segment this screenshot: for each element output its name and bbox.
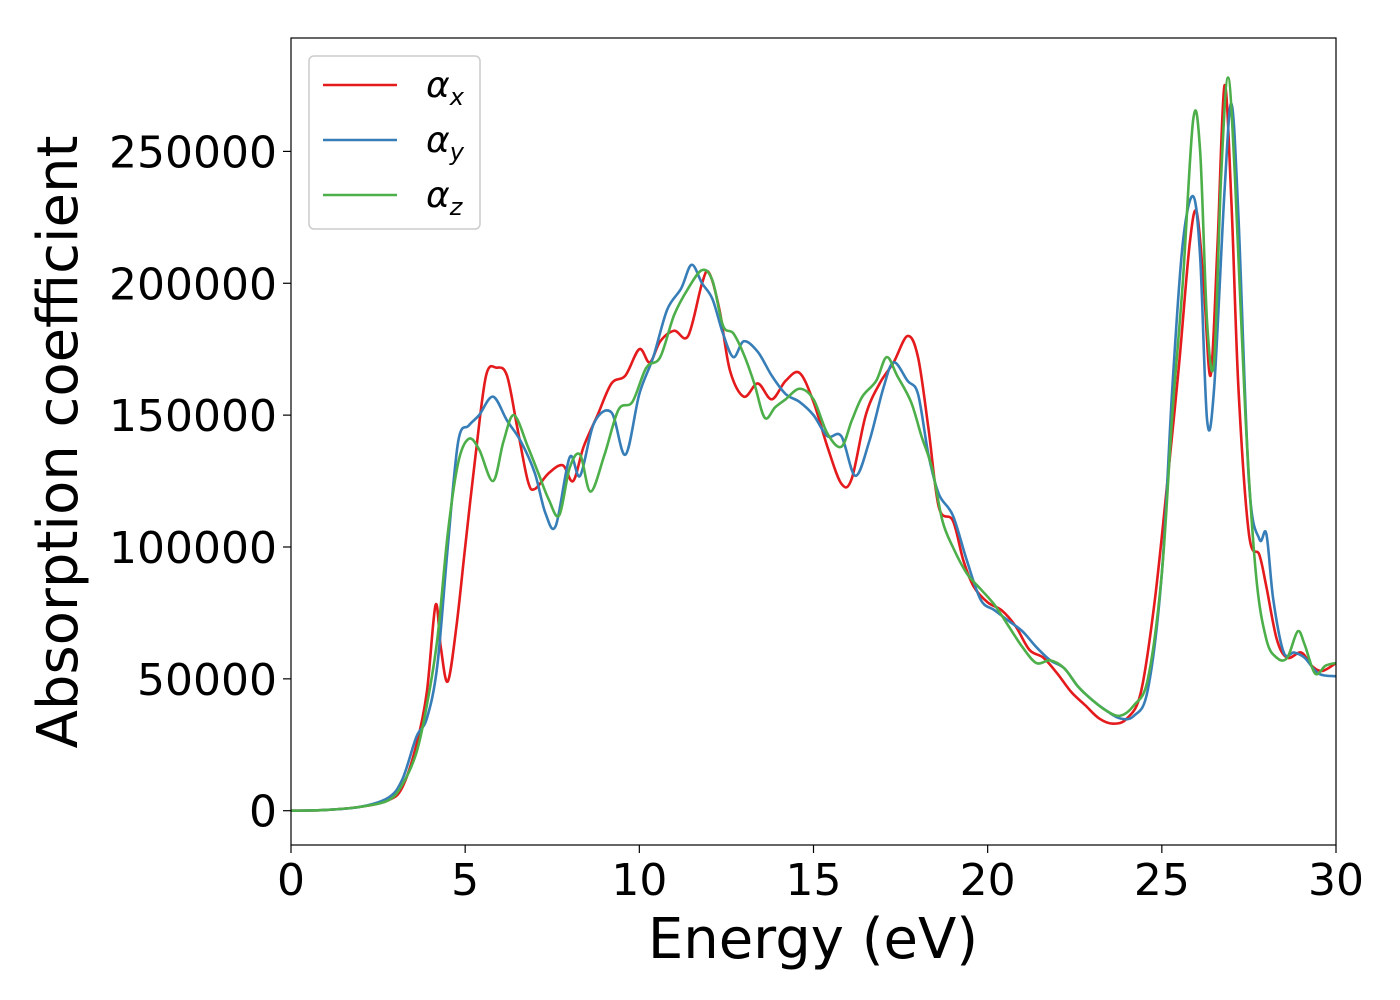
series-layer [291,76,1336,813]
series-line-z [291,76,1336,813]
x-tick-label: 25 [1134,855,1190,906]
legend-label-y: αy [426,120,465,166]
legend-label-z: αz [426,175,464,221]
y-tick-label: 100000 [109,523,277,574]
series-line-x [291,84,1336,813]
x-tick-label: 0 [277,855,305,906]
y-axis-label: Absorption coefficient [26,136,91,749]
legend-frame [308,55,481,230]
y-tick-label: 50000 [137,655,277,706]
x-tick-label: 15 [786,855,842,906]
y-tick-label: 200000 [109,259,277,310]
y-tick-label: 0 [249,787,277,838]
x-tick-label: 20 [960,855,1016,906]
legend: αx αy αz [308,55,481,230]
y-tick-label: 150000 [109,391,277,442]
series-line-y [291,102,1336,813]
x-axis-label: Energy (eV) [648,907,978,972]
legend-label-x: αx [426,65,465,111]
x-tick-label: 10 [611,855,667,906]
x-tick-label: 5 [451,855,479,906]
y-axis-ticks: 0 50000 100000 150000 200000 250000 [109,127,291,838]
x-axis-ticks: 0 5 10 15 20 25 30 [277,845,1364,906]
x-tick-label: 30 [1308,855,1364,906]
y-tick-label: 250000 [109,127,277,178]
